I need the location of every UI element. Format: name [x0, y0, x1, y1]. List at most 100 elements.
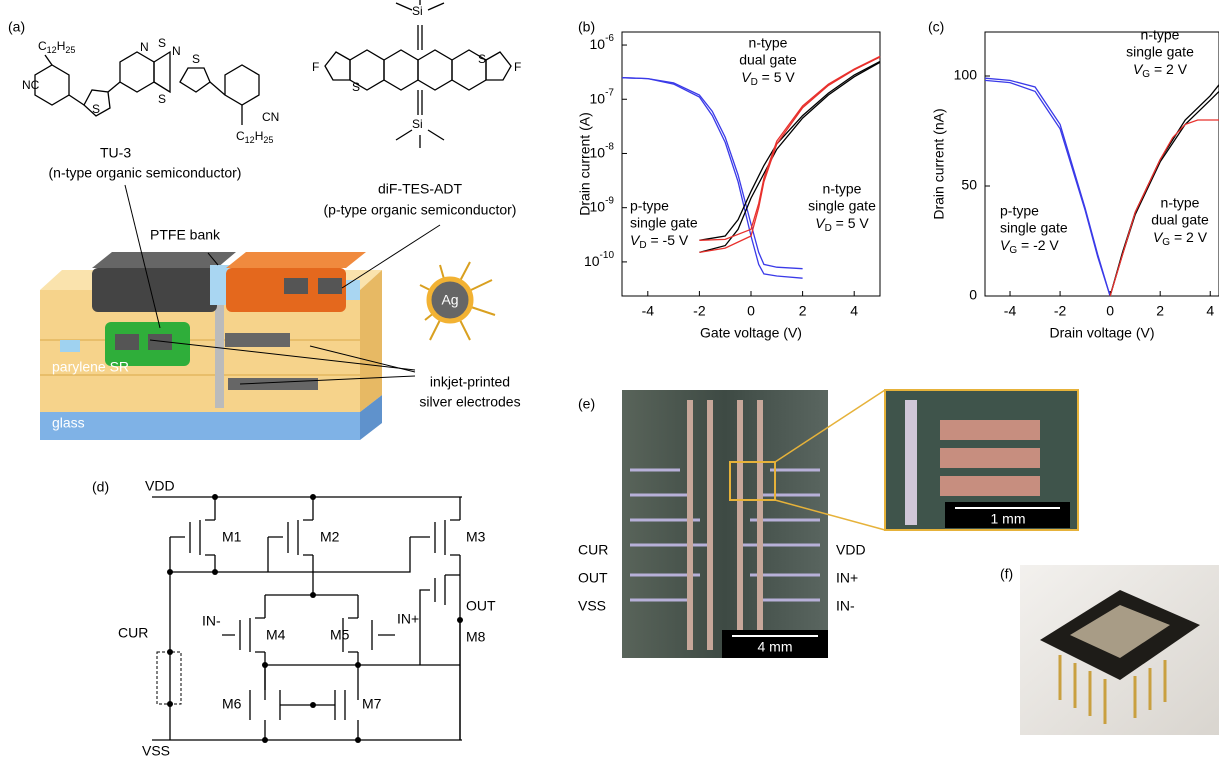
- annotation-sub: D: [825, 223, 832, 234]
- net-label: CUR: [118, 625, 148, 641]
- molecule-name: TU-3: [100, 145, 131, 161]
- net-label: OUT: [466, 598, 496, 614]
- atom: C: [38, 39, 47, 53]
- y-tick-base: 10: [584, 253, 600, 269]
- atom: N: [172, 44, 181, 58]
- formula: C12H25: [38, 39, 75, 55]
- atom: N: [140, 40, 149, 54]
- atom: F: [312, 60, 319, 74]
- atom: 12: [245, 135, 255, 145]
- transistor-label: M7: [362, 696, 382, 712]
- transistor-label: M4: [266, 627, 286, 643]
- atom: S: [352, 80, 360, 94]
- data-line: [985, 80, 1110, 296]
- x-tick-label: 0: [1106, 303, 1114, 319]
- formula: C12H25: [236, 129, 273, 145]
- plot-frame: [622, 32, 880, 296]
- y-tick-base: 10: [590, 36, 606, 52]
- annotation-eq: = 2 V: [1170, 229, 1208, 245]
- atom: C: [236, 129, 245, 143]
- panel-label: (f): [1000, 566, 1013, 582]
- annotation: VG = 2 V: [1153, 229, 1208, 248]
- molecule-name: diF-TES-ADT: [378, 181, 462, 197]
- atom: S: [92, 102, 100, 116]
- molecule-desc: (p-type organic semiconductor): [324, 202, 517, 218]
- annotation-eq: = 2 V: [1150, 61, 1188, 77]
- annotation: dual gate: [1151, 212, 1209, 228]
- annotation: VD = 5 V: [741, 69, 795, 88]
- x-axis-label: Drain voltage (V): [1049, 325, 1154, 341]
- y-tick-label: 10-8: [590, 141, 615, 160]
- y-axis-label: Drain current (nA): [931, 108, 947, 219]
- annotation: VG = 2 V: [1133, 61, 1188, 80]
- annotation: n-type: [823, 181, 862, 197]
- annotation: single gate: [1126, 44, 1194, 60]
- annotation-eq: = -5 V: [647, 232, 689, 248]
- atom: F: [514, 60, 521, 74]
- pin-label: VSS: [578, 598, 606, 614]
- annotation: single gate: [630, 215, 698, 231]
- x-tick-label: -4: [642, 303, 655, 319]
- panel-label: (c): [928, 19, 944, 35]
- molecule-structure: [35, 52, 259, 125]
- y-axis-label: Drain current (A): [577, 112, 593, 215]
- y-tick-label: 10-6: [590, 33, 615, 52]
- atom: S: [158, 36, 166, 50]
- y-tick-base: 10: [590, 90, 606, 106]
- scale-label: 1 mm: [991, 511, 1026, 527]
- label: Ag: [441, 292, 458, 308]
- transistor-label: M2: [320, 529, 340, 545]
- net-label: IN+: [397, 611, 419, 627]
- data-line: [622, 78, 803, 279]
- y-tick-exponent: -7: [605, 87, 614, 98]
- figure: (a) (b) (c) (d) (e) (f) NC CN C12H25 C12…: [0, 0, 1219, 758]
- y-tick-exponent: -6: [605, 33, 614, 44]
- y-tick-label: 0: [969, 287, 977, 303]
- data-line: [1110, 85, 1219, 296]
- data-line: [1110, 91, 1219, 296]
- annotation: n-type: [749, 35, 788, 51]
- atom: NC: [22, 78, 40, 92]
- panel-label: (d): [92, 479, 109, 495]
- x-tick-label: 0: [747, 303, 755, 319]
- annotation-sub: D: [751, 77, 758, 88]
- device-stack: [40, 185, 440, 440]
- y-tick-exponent: -8: [605, 141, 614, 152]
- atom: 25: [263, 135, 273, 145]
- annotation: p-type: [630, 198, 669, 214]
- atom: 25: [65, 45, 75, 55]
- atom: Si: [412, 4, 423, 18]
- atom: Si: [412, 117, 423, 131]
- x-tick-label: 4: [1206, 303, 1214, 319]
- transistor-label: M6: [222, 696, 242, 712]
- panel-label: (a): [8, 19, 25, 35]
- annotation-eq: = 5 V: [832, 215, 870, 231]
- label: glass: [52, 415, 85, 431]
- annotation: single gate: [1000, 220, 1068, 236]
- y-tick-exponent: -9: [605, 195, 614, 206]
- atom: H: [255, 129, 264, 143]
- transistor-label: M5: [330, 627, 350, 643]
- x-tick-label: -2: [693, 303, 706, 319]
- y-tick-label: 50: [961, 177, 977, 193]
- x-tick-label: -4: [1004, 303, 1017, 319]
- pin-label: IN+: [836, 570, 858, 586]
- x-tick-label: 2: [1156, 303, 1164, 319]
- y-tick-exponent: -10: [600, 250, 615, 261]
- annotation: VG = -2 V: [1000, 237, 1059, 256]
- atom: 12: [47, 45, 57, 55]
- atom: S: [192, 52, 200, 66]
- annotation-sub: D: [639, 240, 646, 251]
- annotation: VD = -5 V: [630, 232, 689, 251]
- molecule-desc: (n-type organic semiconductor): [49, 165, 242, 181]
- y-tick-label: 10-9: [590, 195, 615, 214]
- y-tick-label: 100: [954, 67, 978, 83]
- annotation: n-type: [1141, 27, 1180, 43]
- annotation: single gate: [808, 198, 876, 214]
- annotation: VD = 5 V: [815, 215, 869, 234]
- label: inkjet-printed: [430, 374, 510, 390]
- panel-label: (e): [578, 396, 595, 412]
- scale-label: 4 mm: [758, 639, 793, 655]
- panel-label: (b): [578, 19, 595, 35]
- transistor-label: M3: [466, 529, 486, 545]
